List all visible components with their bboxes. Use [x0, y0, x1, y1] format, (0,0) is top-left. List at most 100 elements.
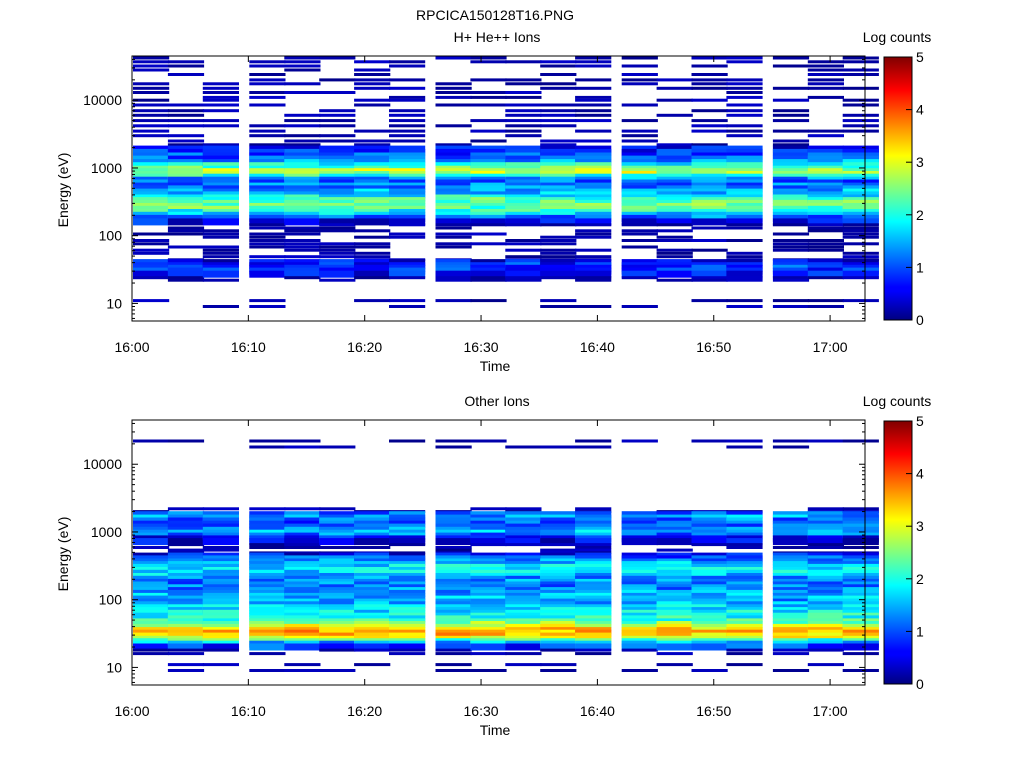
spectrogram-cell: [167, 439, 205, 443]
spectrogram-cell: [540, 669, 577, 672]
spectrogram-cell: [319, 251, 356, 255]
spectrogram-cell: [249, 543, 286, 547]
spectrogram-cell: [319, 229, 356, 233]
spectrogram-cell: [284, 143, 321, 147]
spectrogram-cell: [540, 139, 577, 143]
spectrogram-cell: [772, 546, 810, 549]
spectrogram-cell: [389, 543, 426, 547]
spectrogram-cell: [470, 78, 507, 82]
spectrogram-cell: [202, 507, 239, 511]
spectrogram-cell: [167, 232, 205, 236]
spectrogram-cell: [133, 64, 170, 68]
spectrogram-cell: [354, 276, 391, 280]
spectrogram-cell: [621, 643, 658, 651]
spectrogram-cell: [284, 68, 321, 72]
spectrogram-cell: [249, 64, 286, 68]
spectrogram-cell: [284, 255, 321, 259]
y-axis-ticks: 10 100 1000 10000: [83, 58, 865, 319]
spectrogram-cell: [202, 663, 239, 667]
spectrogram-cell: [772, 278, 810, 282]
spectrogram-cell: [249, 439, 286, 443]
spectrogram-cell: [691, 124, 728, 128]
spectrogram-cell: [656, 143, 693, 147]
spectrogram-cell: [772, 652, 810, 656]
spectrogram-cell: [842, 129, 879, 133]
colorbar-tick-label: 2: [916, 571, 924, 587]
spectrogram-cell: [807, 68, 844, 72]
spectrogram-cell: [621, 439, 658, 443]
spectrogram-cell: [842, 113, 879, 117]
spectrogram-cell: [691, 226, 728, 230]
spectrogram-cell: [202, 119, 239, 123]
y-tick-label: 10: [106, 295, 122, 311]
colorbar-tick-label: 4: [916, 102, 924, 118]
spectrogram-cell: [726, 109, 763, 113]
spectrogram-cell: [319, 78, 356, 82]
spectrogram-cell: [772, 643, 810, 651]
spectrogram-cell: [656, 548, 693, 552]
spectrogram-cell: [505, 507, 542, 511]
spectrogram-cell: [807, 245, 844, 249]
spectrogram-cell: [249, 143, 286, 147]
x-tick-label: 16:00: [114, 339, 149, 355]
x-tick-label: 16:40: [580, 703, 615, 719]
spectrogram-cell: [726, 445, 763, 449]
spectrogram-cell: [621, 239, 658, 242]
spectrogram-cell: [575, 129, 612, 133]
spectrogram-cell: [167, 270, 205, 278]
spectrogram-cell: [435, 226, 472, 230]
spectrogram-cell: [354, 73, 391, 76]
spectrogram-cell: [354, 663, 391, 667]
spectrogram-cell: [772, 242, 810, 246]
y-tick-label: 100: [99, 592, 123, 608]
spectrogram-cell: [691, 98, 728, 102]
spectrogram-cell: [842, 255, 879, 259]
spectrogram-cell: [540, 248, 577, 252]
spectrogram-cell: [505, 95, 542, 99]
spectrogram-cell: [435, 124, 472, 128]
spectrogram-cell: [284, 218, 321, 226]
spectrogram-cell: [167, 73, 205, 76]
spectrogram-cell: [540, 119, 577, 123]
colorbar-tick-label: 0: [916, 676, 924, 692]
spectrogram-cell: [772, 109, 810, 113]
spectrogram-cell: [807, 148, 844, 156]
spectrogram-cell: [842, 235, 879, 239]
spectrogram-cell: [389, 439, 426, 443]
x-axis-ticks: 16:00 16:10 16:20 16:30 16:40 16:50 17:00: [114, 56, 848, 355]
spectrogram-cell: [621, 232, 658, 236]
spectrogram-cell: [772, 245, 810, 249]
spectrogram-cell: [807, 439, 844, 443]
spectrogram-cell: [249, 73, 286, 76]
spectrogram-cell: [505, 78, 542, 82]
spectrogram-cell: [540, 538, 577, 546]
spectrogram-cell: [772, 129, 810, 133]
colorbar-tick-label: 5: [916, 49, 924, 65]
spectrogram-cell: [389, 232, 426, 236]
colorbar-label: Log counts: [863, 29, 932, 45]
spectrogram-cell: [575, 148, 612, 156]
spectrogram-cell: [389, 86, 426, 90]
spectrogram-cell: [319, 134, 356, 138]
spectrogram-cell: [284, 507, 321, 511]
spectrogram-cell: [505, 663, 542, 667]
spectrogram-cell: [389, 648, 426, 652]
spectrogram-cell: [691, 239, 728, 242]
spectrogram-cell: [435, 232, 472, 236]
spectrogram-cell: [202, 109, 239, 113]
spectrogram-cell: [133, 239, 170, 242]
spectrogram-cell: [319, 218, 356, 226]
spectrogram-cell: [202, 546, 239, 549]
spectrogram-cell: [691, 119, 728, 123]
spectrogram-cell: [319, 648, 356, 652]
spectrogram-cell: [133, 242, 170, 246]
spectrogram-cell: [726, 86, 763, 90]
colorbar-tick-label: 3: [916, 518, 924, 534]
spectrogram-cell: [167, 669, 205, 672]
spectrogram-cell: [505, 248, 542, 252]
figure-title: RPCICA150128T16.PNG: [416, 7, 574, 23]
x-tick-label: 17:00: [813, 339, 848, 355]
spectrogram-cell: [772, 538, 810, 546]
spectrogram-cell: [319, 91, 356, 94]
spectrogram-cell: [202, 648, 239, 652]
